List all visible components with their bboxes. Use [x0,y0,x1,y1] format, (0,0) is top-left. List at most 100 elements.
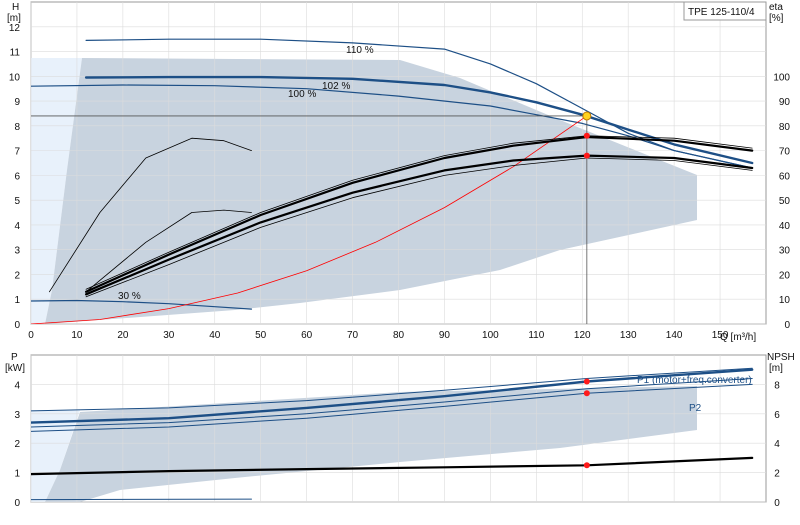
bottom-duty-point [583,462,590,469]
top-left-tick-label: 3 [14,246,20,257]
tick-labels: 0 10 20 30 40 50 60 70 80 90 100 110 120 130 140 150012… [9,23,791,509]
bottom-series-group [31,367,754,501]
x-tick-label: 30 [163,330,175,341]
top-series-group [31,38,754,324]
series-label-p1: P1 (motor+freq.converter) [637,375,752,386]
x-tick-label: 100 [482,330,499,341]
top-left-tick-label: 2 [14,270,20,281]
top-series-line-10 [85,209,252,293]
top-left-tick-label: 9 [14,97,20,108]
top-right-tick-label: 100 [773,72,790,83]
top-left-tick-label: 1 [14,295,20,306]
top-duty-point [583,132,590,139]
x-tick-label: 70 [347,330,359,341]
top-right-tick-label: 0 [784,320,790,331]
x-tick-label: 0 [28,330,34,341]
top-series-line-3 [31,299,253,310]
curve-label-100: 100 % [288,89,316,100]
top-left-tick-label: 4 [14,221,20,232]
light-power-region [31,410,80,502]
bottom-left-axis-title: P [11,352,18,363]
x-tick-label: 60 [301,330,313,341]
top-operating-range [31,58,697,324]
top-duty-point [583,152,590,159]
top-gridlines [30,2,766,325]
top-right-axis-unit: [%] [769,13,784,24]
x-tick-label: 80 [393,330,405,341]
x-tick-label: 110 [528,330,544,341]
bottom-right-tick-label: 4 [774,439,780,450]
curve-label-102: 102 % [322,81,350,92]
bottom-right-tick-label: 8 [774,380,780,391]
x-tick-label: 20 [117,330,129,341]
curve-label-110: 110 % [346,45,374,56]
top-right-tick-label: 40 [779,221,791,232]
top-left-tick-label: 11 [10,48,21,59]
top-series-line-2 [31,84,753,169]
top-right-tick-label: 20 [779,270,791,281]
bottom-left-tick-label: 4 [14,380,20,391]
top-right-tick-label: 10 [779,295,791,306]
x-tick-label: 150 [712,330,729,341]
bottom-right-axis-title: NPSH [767,352,795,363]
x-tick-label: 10 [71,330,83,341]
top-series-line-7 [85,157,753,298]
top-series-line-5 [85,154,754,296]
x-axis-title: Q [m³/h] [720,332,756,343]
top-left-tick-label: 10 [9,72,21,83]
top-series-line-6 [85,135,754,293]
bottom-right-tick-label: 0 [774,498,780,509]
top-left-tick-label: 0 [14,320,20,331]
bottom-right-axis-unit: [m] [769,363,783,374]
curve-label-30: 30 % [118,291,141,302]
top-left-tick-label: 5 [14,196,20,207]
top-right-tick-label: 50 [779,196,791,207]
top-series-line-8 [85,135,753,290]
operating-range-region [45,58,697,324]
top-left-tick-label: 8 [14,122,20,133]
top-right-tick-label: 80 [779,122,791,133]
top-left-tick-label: 12 [9,23,21,34]
bottom-left-tick-label: 2 [14,439,20,450]
bottom-left-tick-label: 3 [14,410,20,421]
bottom-right-tick-label: 6 [774,410,780,421]
x-tick-label: 130 [620,330,637,341]
series-label-p2: P2 [689,403,702,414]
bottom-series-line-2 [31,367,753,412]
top-left-axis-unit: [m] [7,13,21,24]
bottom-duty-point [583,390,590,397]
top-left-axis-title: H [12,2,19,13]
top-right-tick-label: 90 [779,97,791,108]
top-right-tick-label: 70 [779,147,791,158]
top-left-tick-label: 6 [14,171,20,182]
duty-points [31,111,592,469]
x-tick-label: 90 [439,330,451,341]
top-series-line-9 [49,137,252,293]
x-tick-label: 140 [666,330,683,341]
bottom-series-line-5 [31,456,754,476]
top-series-line-4 [31,115,588,324]
top-left-tick-label: 7 [14,147,20,158]
top-right-axis-title: eta [769,2,783,13]
bottom-left-tick-label: 0 [14,498,20,509]
chart-title: TPE 125-110/4 [688,7,755,18]
top-right-tick-label: 60 [779,171,791,182]
top-right-tick-label: 30 [779,246,791,257]
x-tick-label: 40 [209,330,221,341]
bottom-left-axis-unit: [kW] [5,363,25,374]
x-tick-label: 120 [574,330,591,341]
bottom-series-line-3 [31,378,753,428]
x-tick-label: 50 [255,330,267,341]
operating-point-marker [582,111,592,121]
bottom-series-line-1 [31,383,753,432]
light-range-region [31,58,82,324]
bottom-left-tick-label: 1 [14,469,20,480]
bottom-duty-point [583,378,590,385]
bottom-right-tick-label: 2 [774,469,780,480]
bottom-series-line-0 [31,368,754,424]
top-series-line-1 [84,75,754,165]
bottom-series-line-4 [31,498,252,501]
chart-title-box [683,1,767,21]
